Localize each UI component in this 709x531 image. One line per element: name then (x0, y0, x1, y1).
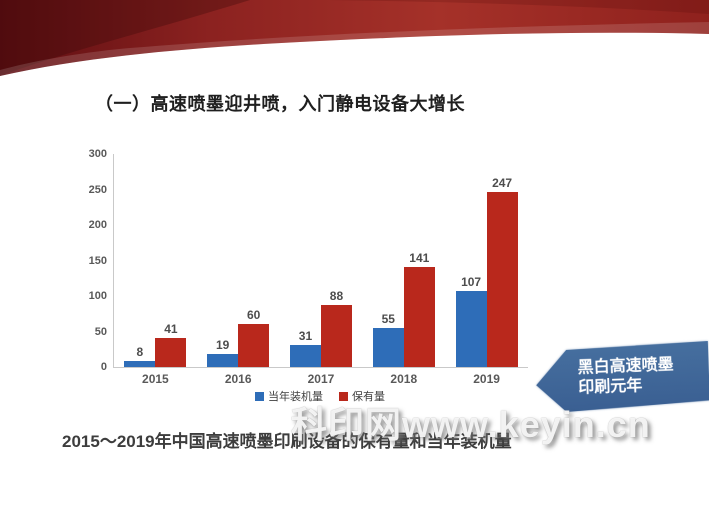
bar-value-label: 55 (381, 312, 395, 326)
bar-wrap: 41 (155, 321, 187, 367)
bar-value-label: 8 (136, 345, 144, 360)
bar-wrap: 8 (124, 345, 156, 367)
header-ribbon (0, 0, 709, 76)
bar-group: 107 247 2019 (455, 154, 518, 386)
x-tick-label: 2019 (473, 372, 500, 386)
legend-label: 当年装机量 (268, 391, 323, 403)
x-tick-label: 2015 (142, 372, 169, 386)
legend-item: 保有量 (339, 388, 385, 404)
x-tick-label: 2016 (224, 372, 252, 386)
bar-value-label: 41 (164, 321, 178, 336)
bar-value-label: 31 (298, 329, 313, 343)
bar-wrap: 141 (403, 250, 435, 367)
legend-swatch (339, 391, 348, 401)
bar (207, 353, 239, 367)
legend-swatch (255, 391, 264, 401)
chart-legend: 当年装机量 保有量 (113, 388, 527, 404)
bar-chart: 0 50 100 150 200 250 300 8 41 2015 19 60 2016 31 88 20… (85, 148, 528, 386)
bar-wrap: 247 (486, 175, 518, 367)
bar-wrap: 31 (289, 329, 321, 367)
callout-line2: 印刷元年 (578, 377, 643, 397)
bar (320, 304, 352, 367)
x-tick-label: 2017 (307, 372, 335, 386)
bar-value-label: 88 (329, 288, 344, 303)
bar-wrap: 107 (455, 275, 487, 367)
bar-value-label: 19 (216, 337, 230, 352)
watermark-text: 科印网www.keyin.cn (291, 404, 651, 445)
bar-group: 31 88 2017 (289, 154, 352, 386)
y-tick-label: 250 (88, 183, 107, 196)
bar (455, 291, 487, 367)
bar-value-label: 141 (409, 250, 430, 265)
bar (289, 345, 321, 367)
y-axis: 0 50 100 150 200 250 300 (85, 148, 113, 373)
bar-value-label: 60 (247, 308, 261, 323)
y-tick-label: 0 (100, 361, 107, 373)
bar (124, 361, 156, 367)
bar-wrap: 60 (238, 308, 270, 367)
page-title: （一）高速喷墨迎井喷，入门静电设备大增长 (95, 94, 465, 114)
bar-wrap: 19 (207, 337, 239, 367)
bar (486, 191, 518, 367)
bar-group: 19 60 2016 (207, 154, 270, 386)
bar-group: 55 141 2018 (372, 154, 435, 386)
bar-group: 8 41 2015 (124, 154, 187, 386)
y-tick-label: 150 (88, 254, 107, 267)
y-tick-label: 100 (88, 290, 107, 303)
bar-wrap: 88 (320, 288, 352, 367)
bar-wrap: 55 (372, 312, 404, 367)
legend-item: 当年装机量 (255, 388, 323, 404)
bar (403, 266, 435, 367)
bar (372, 328, 404, 367)
chart-caption: 2015～2019年中国高速喷墨印刷设备的保有量和当年装机量 (62, 432, 512, 451)
y-tick-label: 50 (94, 325, 107, 338)
bar-value-label: 107 (461, 275, 482, 289)
bar (238, 324, 270, 367)
x-tick-label: 2018 (390, 372, 418, 386)
plot-area: 8 41 2015 19 60 2016 31 88 2017 55 141 2018 107 247 20… (113, 154, 528, 386)
bar (155, 337, 187, 367)
y-tick-label: 200 (88, 219, 107, 232)
legend-label: 保有量 (352, 391, 385, 403)
bar-value-label: 247 (492, 175, 513, 190)
y-tick-label: 300 (88, 148, 107, 160)
